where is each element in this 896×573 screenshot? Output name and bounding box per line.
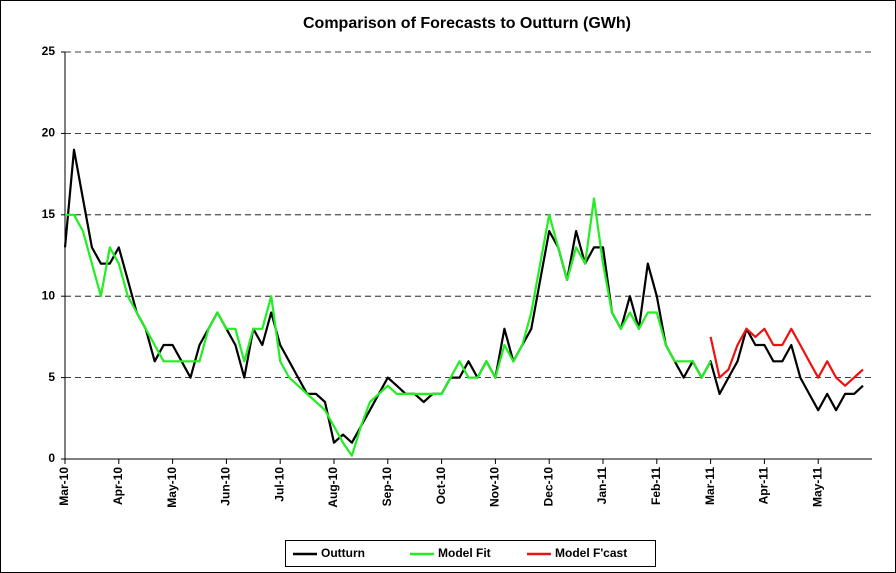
x-tick-label: Jul-10 xyxy=(272,467,286,502)
x-tick-label: Apr-11 xyxy=(757,467,771,505)
y-tick-label: 10 xyxy=(42,288,56,302)
y-tick-label: 5 xyxy=(48,370,55,384)
series-line xyxy=(65,197,712,457)
x-tick-label: Sep-10 xyxy=(380,467,394,507)
x-tick-label: Oct-10 xyxy=(434,467,448,505)
y-tick-label: 0 xyxy=(48,451,55,465)
x-tick-label: Nov-10 xyxy=(488,467,502,507)
legend xyxy=(285,540,656,567)
chart-title: Comparison of Forecasts to Outturn (GWh) xyxy=(303,15,631,32)
legend-label: Outturn xyxy=(321,546,365,560)
x-tick-label: Dec-10 xyxy=(541,467,555,507)
y-tick-label: 15 xyxy=(42,207,56,221)
legend-label: Model Fit xyxy=(438,546,491,560)
y-tick-label: 20 xyxy=(42,126,56,140)
x-tick-label: May-10 xyxy=(165,467,179,508)
series-line xyxy=(709,327,864,387)
x-tick-label: Jun-10 xyxy=(219,467,233,506)
x-tick-label: Feb-11 xyxy=(649,467,663,505)
x-tick-label: Jan-11 xyxy=(595,467,609,505)
y-tick-label: 25 xyxy=(42,44,56,58)
x-tick-label: Mar-10 xyxy=(57,467,71,506)
x-tick-label: May-11 xyxy=(810,467,824,507)
x-tick-label: Apr-10 xyxy=(111,467,125,505)
x-tick-label: Mar-11 xyxy=(703,467,717,505)
legend-label: Model F'cast xyxy=(555,546,627,560)
x-tick-label: Aug-10 xyxy=(326,467,340,508)
